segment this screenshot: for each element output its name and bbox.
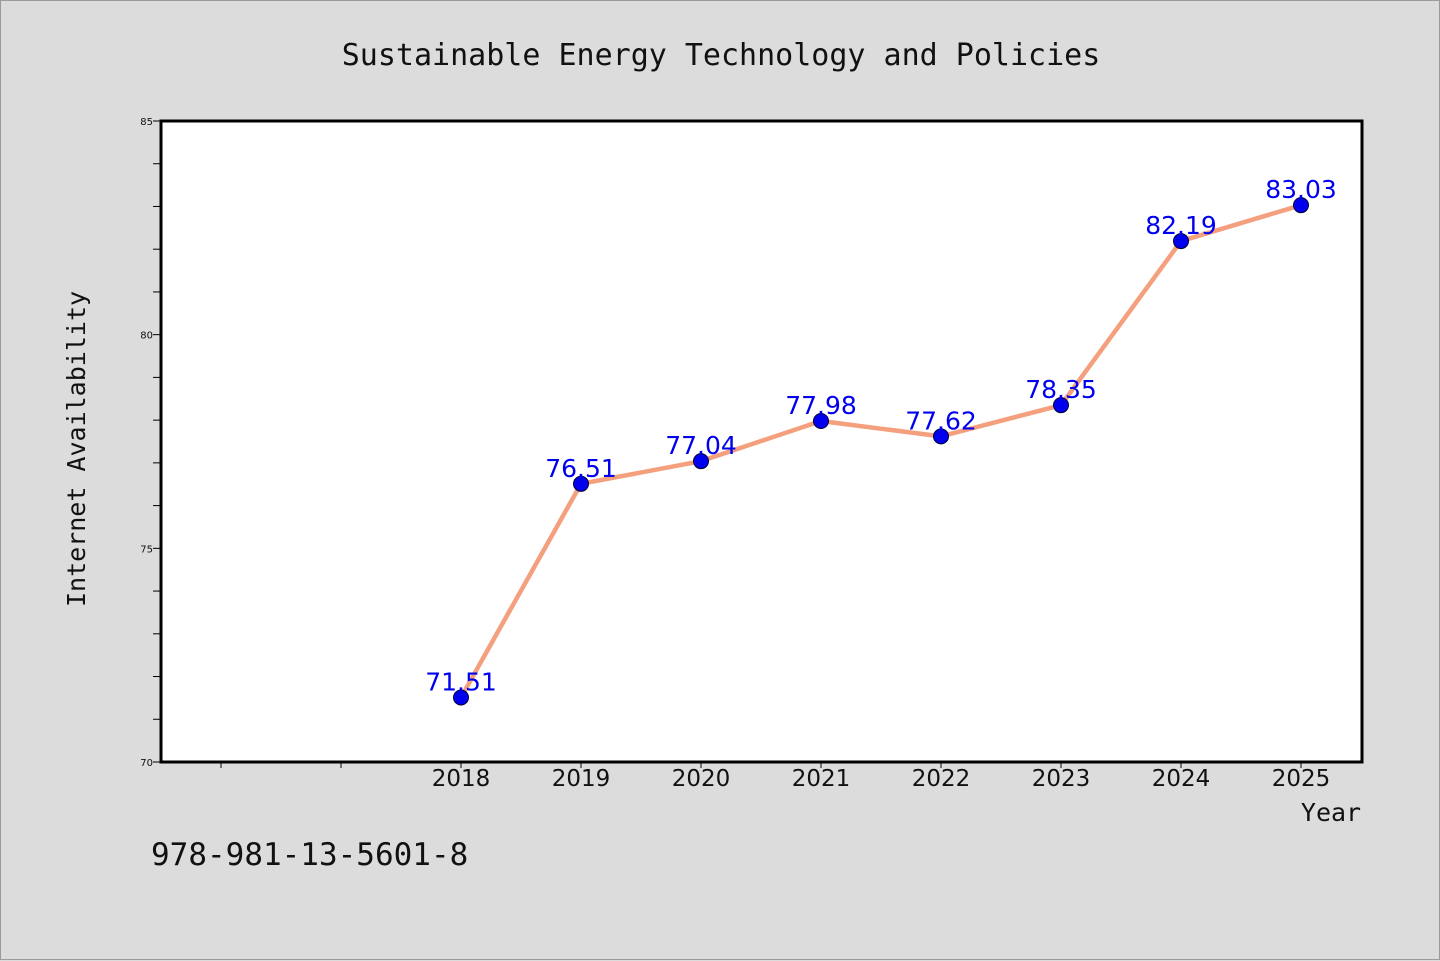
- data-point: [813, 412, 829, 429]
- data-label: 83.03: [1265, 175, 1337, 204]
- data-label: 78.35: [1025, 375, 1097, 404]
- x-tick-label: 2019: [552, 766, 611, 792]
- y-axis: 70 75 80 85: [140, 117, 161, 769]
- x-axis: 2018 2019 2020 2021 2022 2023 2024 2025: [220, 762, 1331, 792]
- series-line: [459, 203, 1302, 699]
- data-point: [933, 428, 949, 445]
- data-label: 76.51: [545, 454, 617, 483]
- data-point: [1053, 397, 1069, 414]
- data-point: [453, 689, 469, 706]
- x-tick-label: 2023: [1032, 766, 1091, 792]
- data-label: 77.98: [785, 391, 857, 420]
- footnote-isbn: 978-981-13-5601-8: [151, 837, 468, 873]
- x-tick-label: 2021: [792, 766, 851, 792]
- y-axis-label: Internet Availability: [62, 291, 91, 607]
- y-tick-label: 75: [140, 544, 153, 555]
- data-point: [1173, 233, 1189, 250]
- data-label: 77.62: [905, 406, 977, 435]
- data-point: [1293, 197, 1309, 214]
- y-tick-label: 85: [140, 117, 153, 128]
- data-point: [573, 475, 589, 492]
- chart-title: Sustainable Energy Technology and Polici…: [342, 38, 1101, 73]
- x-tick-label: 2024: [1152, 766, 1211, 792]
- data-label: 82.19: [1145, 211, 1217, 240]
- y-tick-label: 70: [140, 758, 153, 769]
- x-tick-label: 2018: [432, 766, 491, 792]
- x-axis-label: Year: [1301, 798, 1361, 827]
- y-tick-label: 80: [140, 331, 153, 342]
- x-tick-label: 2025: [1272, 766, 1331, 792]
- x-tick-label: 2020: [672, 766, 731, 792]
- series-group: 71.51 76.51 77.04 77.98 77.62 78.35 82.19 83.03: [425, 175, 1337, 706]
- data-label: 77.04: [665, 431, 737, 460]
- x-tick-label: 2022: [912, 766, 971, 792]
- data-point: [693, 453, 709, 470]
- data-label: 71.51: [425, 667, 497, 696]
